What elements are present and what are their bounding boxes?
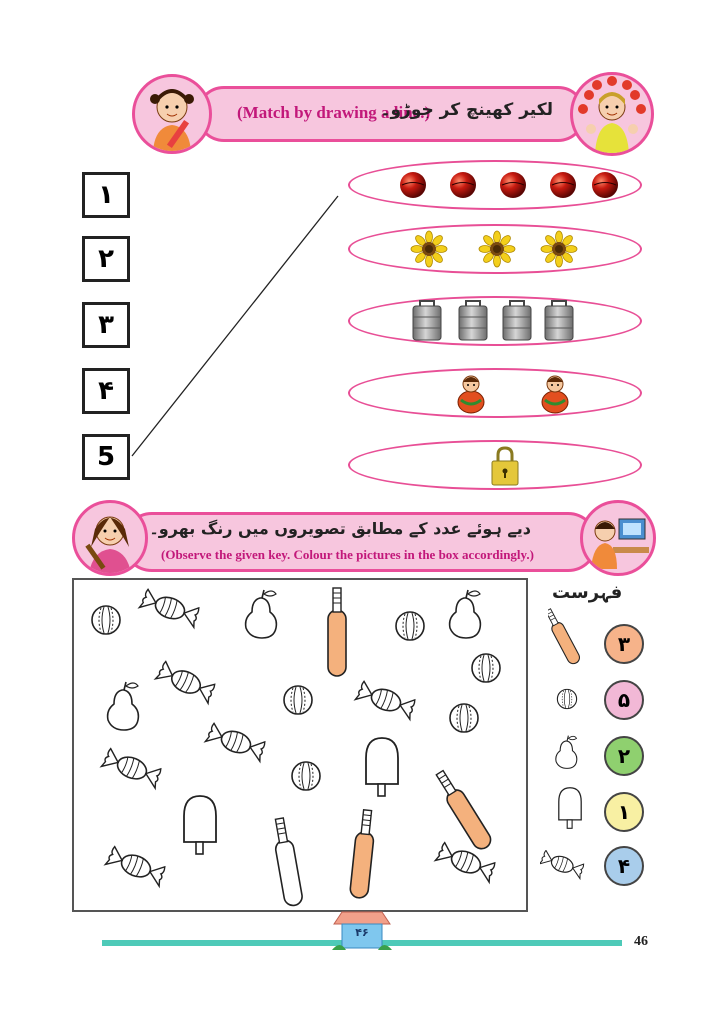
sunflower-row [410, 230, 578, 268]
key-ball-icon [556, 688, 578, 710]
doll-icon [540, 374, 570, 415]
key-number-candy: ۴ [604, 846, 644, 886]
page-number: 46 [634, 934, 648, 949]
ice-lolly-outline-icon [365, 737, 399, 797]
candy-outline-icon [104, 845, 168, 887]
match-title-urdu: لکیر کھینچ کر جوڑو۔ [380, 100, 553, 120]
number-box-1[interactable]: ۱ [82, 172, 130, 218]
ball-row [399, 171, 619, 199]
ball-outline-icon [91, 605, 121, 635]
tiffin-box-icon [502, 300, 532, 341]
candy-outline-icon [100, 747, 164, 789]
key-candy-icon [540, 850, 586, 880]
candy-outline-icon [204, 721, 268, 763]
candy-outline-icon [434, 841, 498, 883]
boy-at-computer-icon [591, 518, 649, 569]
doll-icon [456, 374, 486, 415]
tiffin-box-icon [412, 300, 442, 341]
colour-banner: دیے ہوئے عدد کے مطابق تصویروں میں رنگ بھ… [122, 512, 598, 572]
ball-outline-icon [395, 611, 425, 641]
tiffin-box-icon [458, 300, 488, 341]
number-box-3[interactable]: ۳ [82, 302, 130, 348]
example-match-line [131, 195, 339, 457]
ball-icon [449, 171, 477, 199]
match-title-english: (Match by drawing a line.) [237, 103, 431, 122]
girl-with-flowers-icon [578, 76, 646, 153]
ice-lolly-outline-icon [183, 795, 217, 855]
key-number-pear: ۲ [604, 736, 644, 776]
girl-with-brush-icon [85, 516, 131, 573]
number-box-4[interactable]: ۴ [82, 368, 130, 414]
bat-colored-icon [327, 587, 347, 677]
key-pear-icon [555, 735, 578, 769]
colour-title-urdu: دیے ہوئے عدد کے مطابق تصویروں میں رنگ بھ… [149, 519, 531, 538]
ball-icon [591, 171, 619, 199]
ball-icon [399, 171, 427, 199]
number-box-5[interactable]: 5 [82, 434, 130, 480]
ball-icon [499, 171, 527, 199]
oval-sunflowers[interactable] [348, 224, 642, 274]
oval-padlock[interactable] [348, 440, 642, 490]
girl-with-brush-avatar [72, 500, 148, 576]
pear-outline-icon [448, 589, 482, 639]
oval-tiffin-boxes[interactable] [348, 296, 642, 346]
colouring-box[interactable] [72, 578, 528, 912]
key-bat-icon [548, 606, 583, 666]
sunflower-icon [478, 230, 516, 268]
pear-outline-icon [106, 681, 140, 731]
pear-outline-icon [244, 589, 278, 639]
footer-page-number-urdu: ۴۶ [355, 926, 369, 939]
padlock-row [490, 446, 520, 487]
ball-icon [549, 171, 577, 199]
ball-outline-icon [283, 685, 313, 715]
padlock-icon [490, 446, 520, 487]
colouring-pictures [91, 587, 501, 908]
tiffin-box-icon [544, 300, 574, 341]
candy-outline-icon [154, 659, 218, 705]
ball-outline-icon [471, 653, 501, 683]
key-number-bat: ۳ [604, 624, 644, 664]
tiffin-box-row [412, 300, 574, 341]
sunflower-icon [540, 230, 578, 268]
girl-with-pencil-avatar [132, 74, 212, 154]
girl-with-flowers-avatar [570, 72, 654, 156]
colour-title-english: (Observe the given key. Colour the pictu… [161, 547, 534, 562]
bat-colored-icon [348, 808, 378, 900]
number-box-2[interactable]: ۲ [82, 236, 130, 282]
boy-at-computer-avatar [580, 500, 656, 576]
key-number-ice-lolly: ۱ [604, 792, 644, 832]
oval-balls[interactable] [348, 160, 642, 210]
oval-dolls[interactable] [348, 368, 642, 418]
ball-outline-icon [449, 703, 479, 733]
doll-row [456, 374, 570, 415]
ball-outline-icon [291, 761, 321, 791]
key-number-ball: ۵ [604, 680, 644, 720]
match-banner: (Match by drawing a line.) لکیر کھینچ کر… [196, 86, 586, 142]
house-icon [332, 911, 392, 950]
candy-outline-icon [138, 587, 202, 629]
key-title: فہرست [552, 582, 623, 603]
sunflower-icon [410, 230, 448, 268]
bat-outline-icon [269, 816, 305, 908]
bat-colored-icon [431, 767, 495, 853]
key-ice-lolly-icon [558, 787, 582, 829]
girl-with-pencil-icon [150, 89, 194, 151]
candy-outline-icon [354, 679, 418, 721]
